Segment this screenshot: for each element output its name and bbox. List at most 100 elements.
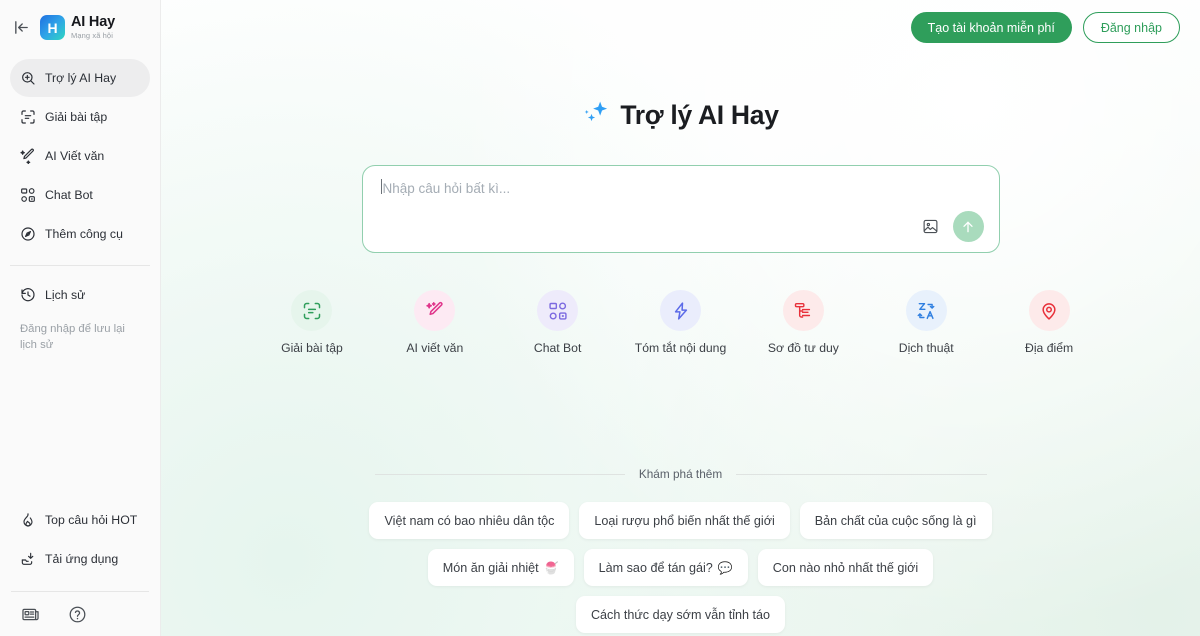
magic-wand-icon: [19, 148, 36, 165]
chip-label: Loại rượu phổ biến nhất thế giới: [594, 513, 775, 528]
shortcut-chat-bot[interactable]: Chat Bot: [496, 290, 619, 355]
search-input-placeholder: Nhập câu hỏi bất kì...: [382, 181, 511, 196]
topbar: Tạo tài khoản miễn phí Đăng nhập: [161, 0, 1200, 55]
search-plus-icon: [19, 70, 36, 87]
shortcut-tom-tat-noi-dung[interactable]: Tóm tắt nội dung: [619, 290, 742, 355]
search-input[interactable]: Nhập câu hỏi bất kì...: [380, 179, 981, 196]
sidebar-item-label: Trợ lý AI Hay: [45, 71, 117, 85]
chip-label: Món ăn giải nhiệt: [442, 560, 539, 575]
sidebar-item-label: Chat Bot: [45, 188, 93, 202]
chip-label: Việt nam có bao nhiêu dân tộc: [384, 513, 555, 528]
translate-icon: [905, 290, 947, 331]
brand-logo-icon: H: [40, 15, 65, 40]
suggestion-chip[interactable]: Bản chất của cuộc sống là gì: [799, 502, 992, 539]
explore-heading-text: Khám phá thêm: [638, 467, 723, 481]
brand-tagline: Mạng xã hội: [71, 30, 113, 40]
sidebar-item-label: Thêm công cụ: [45, 227, 123, 241]
help-circle-icon[interactable]: [67, 604, 87, 624]
chip-label: Cách thức dạy sớm vẫn tỉnh táo: [590, 607, 771, 622]
download-app-icon: [19, 551, 36, 568]
compass-icon: [19, 226, 36, 243]
shortcut-label: Dịch thuật: [898, 341, 954, 355]
composer-actions: [922, 211, 984, 242]
grid-blocks-icon: [537, 290, 579, 331]
suggestion-chip[interactable]: Con nào nhỏ nhất thế giới: [757, 549, 934, 586]
sidebar-header: H AI Hay Mạng xã hội: [0, 0, 160, 55]
divider-right: [736, 473, 987, 475]
suggestion-chip[interactable]: Việt nam có bao nhiêu dân tộc: [369, 502, 570, 539]
sidebar-item-lich-su[interactable]: Lịch sử: [10, 276, 150, 314]
shortcut-giai-bai-tap[interactable]: Giải bài tập: [251, 290, 374, 355]
clock-history-icon: [19, 287, 36, 304]
sidebar-item-ai-viet-van[interactable]: AI Viết văn: [10, 137, 150, 175]
login-button[interactable]: Đăng nhập: [1082, 12, 1180, 43]
sidebar-item-chat-bot[interactable]: Chat Bot: [10, 176, 150, 214]
hero-section: Trợ lý AI Hay Nhập câu hỏi bất kì...: [161, 98, 1200, 356]
shortcut-tools: Giải bài tập AI viết văn: [251, 290, 1111, 355]
magic-wand-icon: [414, 290, 456, 331]
image-upload-icon[interactable]: [922, 218, 939, 235]
sidebar-item-label: Tải ứng dụng: [45, 552, 119, 566]
sidebar-item-label: Top câu hỏi HOT: [45, 513, 138, 527]
suggestion-chips: Việt nam có bao nhiêu dân tộc Loại rượu …: [331, 502, 1031, 633]
sidebar-item-top-cau-hoi-hot[interactable]: Top câu hỏi HOT: [10, 501, 150, 539]
news-icon[interactable]: [20, 604, 40, 624]
suggestion-chip[interactable]: Làm sao để tán gái? 💬: [583, 549, 748, 586]
chip-label: Bản chất của cuộc sống là gì: [814, 513, 977, 528]
sidebar-history-section: Lịch sử Đăng nhập để lưu lại lịch sử: [0, 276, 160, 354]
shortcut-dia-diem[interactable]: Địa điểm: [988, 290, 1111, 355]
shortcut-dich-thuat[interactable]: Dịch thuật: [865, 290, 988, 355]
suggestion-chip[interactable]: Loại rượu phổ biến nhất thế giới: [579, 502, 790, 539]
sidebar-item-giai-bai-tap[interactable]: Giải bài tập: [10, 98, 150, 136]
sidebar-nav: Trợ lý AI Hay Giải bài tập: [0, 55, 160, 253]
brand-name: AI Hay: [71, 14, 115, 31]
shortcut-label: Giải bài tập: [281, 341, 343, 355]
shortcut-label: Sơ đồ tư duy: [767, 341, 839, 355]
collapse-panel-icon[interactable]: [11, 18, 31, 38]
flame-icon: [19, 512, 36, 529]
main-content: Tạo tài khoản miễn phí Đăng nhập Trợ lý …: [161, 0, 1200, 636]
grid-blocks-icon: [19, 187, 36, 204]
location-pin-icon: [1028, 290, 1070, 331]
scan-text-icon: [291, 290, 333, 331]
sidebar-bottom-nav: Top câu hỏi HOT Tải ứng dụng: [0, 501, 160, 578]
signup-button[interactable]: Tạo tài khoản miễn phí: [910, 12, 1072, 43]
sidebar-footer-divider: [11, 591, 149, 592]
explore-section: Khám phá thêm Việt nam có bao nhiêu dân …: [161, 467, 1200, 636]
sidebar-item-tro-ly-ai-hay[interactable]: Trợ lý AI Hay: [10, 59, 150, 97]
scan-text-icon: [19, 109, 36, 126]
shortcut-label: AI viết văn: [406, 341, 464, 355]
sidebar: H AI Hay Mạng xã hội Trợ lý AI Hay: [0, 0, 161, 636]
page-title: Trợ lý AI Hay: [582, 98, 779, 132]
page-title-text: Trợ lý AI Hay: [620, 99, 779, 130]
mindmap-icon: [782, 290, 824, 331]
shortcut-label: Chat Bot: [533, 341, 582, 355]
sparkle-icon: [582, 98, 611, 132]
shortcut-ai-viet-van[interactable]: AI viết văn: [373, 290, 496, 355]
sidebar-divider: [10, 265, 150, 266]
chip-label: Làm sao để tán gái?: [598, 560, 713, 575]
bolt-icon: [660, 290, 701, 331]
chip-emoji: 💬: [717, 560, 733, 575]
sidebar-item-label: Giải bài tập: [45, 110, 108, 124]
text-caret: [380, 179, 382, 194]
shortcut-label: Địa điểm: [1025, 341, 1074, 355]
divider-left: [374, 473, 625, 475]
suggestion-chip[interactable]: Cách thức dạy sớm vẫn tỉnh táo: [575, 596, 786, 633]
send-button[interactable]: [952, 211, 984, 242]
history-empty-note: Đăng nhập để lưu lại lịch sử: [20, 323, 125, 352]
shortcut-label: Tóm tắt nội dung: [634, 341, 727, 355]
question-composer[interactable]: Nhập câu hỏi bất kì...: [361, 165, 1000, 253]
suggestion-chip[interactable]: Món ăn giải nhiệt 🍧: [427, 549, 574, 586]
sidebar-item-tai-ung-dung[interactable]: Tải ứng dụng: [10, 540, 150, 578]
shortcut-so-do-tu-duy[interactable]: Sơ đồ tư duy: [742, 290, 865, 355]
sidebar-item-them-cong-cu[interactable]: Thêm công cụ: [10, 215, 150, 253]
chip-label: Con nào nhỏ nhất thế giới: [772, 560, 919, 575]
sidebar-item-label: AI Viết văn: [45, 149, 105, 163]
sidebar-item-label: Lịch sử: [45, 288, 86, 302]
sidebar-footer: [0, 592, 160, 636]
brand[interactable]: H AI Hay Mạng xã hội: [40, 15, 115, 40]
chip-emoji: 🍧: [543, 560, 559, 575]
explore-heading: Khám phá thêm: [374, 467, 987, 481]
